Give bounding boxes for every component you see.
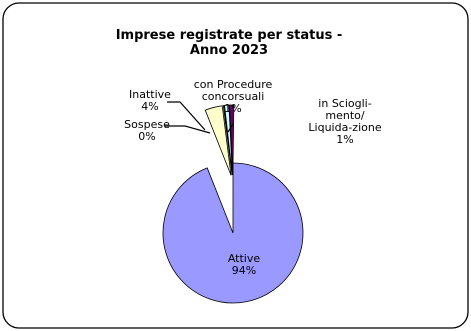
slice-label-sospese-line-1: Sospese [124, 118, 170, 131]
pie-slice-in-scioglimento-liquidazione [229, 104, 235, 176]
slice-label-in-scioglimento-liquidazione-line-1: in Sciogli- [318, 97, 371, 110]
slice-label-in-scioglimento-liquidazione-line-4: 1% [336, 133, 353, 146]
pie-slices [162, 104, 304, 304]
slice-label-con-procedure-concorsuali-line-2: concorsuali [202, 90, 265, 103]
leader-line-procedure [227, 123, 234, 133]
chart-title-line-1: Imprese registrate per status - [116, 28, 343, 43]
pie-slice-attive [162, 162, 304, 304]
slice-label-in-scioglimento-liquidazione-line-2: mento/ [325, 109, 364, 122]
chart-title-line-2: Anno 2023 [190, 43, 268, 58]
slice-label-in-scioglimento-liquidazione-line-3: Liquida-zione [308, 121, 381, 134]
slice-label-con-procedure-concorsuali-line-3: 1% [224, 102, 241, 115]
slice-label-con-procedure-concorsuali-line-1: con Procedure [194, 78, 273, 91]
slice-label-inattive-line-1: Inattive [129, 88, 171, 101]
slice-label-inattive-line-2: 4% [141, 100, 158, 113]
pie-slice-inattive [204, 105, 232, 176]
slice-label-attive-line-1: Attive [228, 252, 261, 265]
slice-label-attive-line-2: 94% [232, 264, 256, 277]
pie-slice-con-procedure-concorsuali [224, 104, 233, 176]
slice-label-sospese-line-2: 0% [138, 130, 155, 143]
leader-lines [165, 101, 234, 134]
leader-line-inattive [167, 101, 206, 131]
leader-line-sospese [165, 125, 211, 134]
